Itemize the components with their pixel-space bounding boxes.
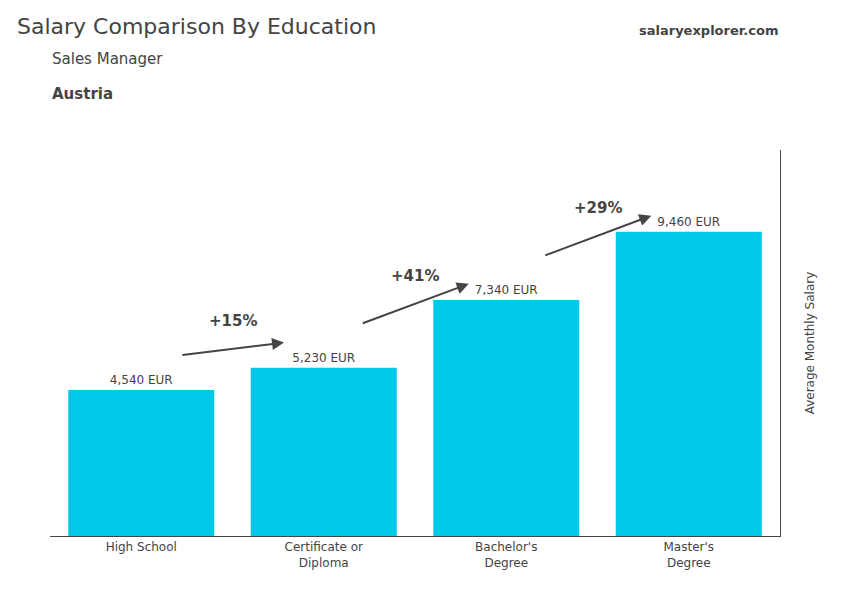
svg-text:5,230 EUR: 5,230 EUR <box>292 351 355 365</box>
svg-text:Certificate orDiploma: Certificate orDiploma <box>285 540 363 570</box>
svg-text:salaryexplorer.com: salaryexplorer.com <box>639 23 778 38</box>
svg-text:7,340 EUR: 7,340 EUR <box>475 283 538 297</box>
svg-text:Austria: Austria <box>52 85 113 103</box>
svg-text:4,540 EUR: 4,540 EUR <box>110 373 173 387</box>
svg-text:Bachelor'sDegree: Bachelor'sDegree <box>475 540 537 570</box>
svg-text:+15%: +15% <box>209 312 257 330</box>
svg-text:Average Monthly Salary: Average Monthly Salary <box>803 272 817 415</box>
svg-text:+29%: +29% <box>574 199 622 217</box>
svg-text:Master'sDegree: Master'sDegree <box>663 540 714 570</box>
svg-text:High School: High School <box>106 540 177 554</box>
svg-text:Salary Comparison By Education: Salary Comparison By Education <box>17 14 376 39</box>
svg-text:Sales Manager: Sales Manager <box>52 50 163 68</box>
svg-text:9,460 EUR: 9,460 EUR <box>657 215 720 229</box>
svg-text:+41%: +41% <box>391 267 439 285</box>
